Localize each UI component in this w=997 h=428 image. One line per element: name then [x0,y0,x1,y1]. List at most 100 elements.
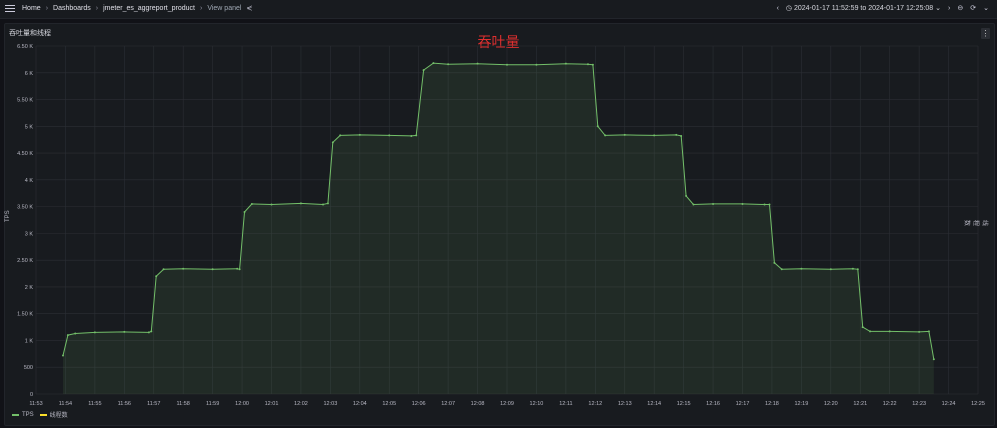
tps-data-point [147,331,150,334]
x-tick-label: 11:57 [147,401,160,407]
tps-data-point [851,267,854,270]
y-tick-label: 4.50 K [17,151,33,157]
breadcrumb-separator-icon: › [45,4,49,12]
tps-data-point [388,134,391,137]
legend-item-threads[interactable]: 线程数 [39,410,68,419]
x-tick-label: 11:56 [118,401,131,407]
share-icon[interactable]: ⋞ [246,5,253,12]
y-tick-label: 2 K [25,285,34,291]
x-tick-label: 11:55 [88,401,101,407]
x-tick-label: 11:58 [177,401,190,407]
x-tick-label: 12:06 [412,401,426,407]
tps-data-point [432,62,435,65]
x-tick-label: 12:22 [883,401,897,407]
y-axis-label-right: 线程数 [963,220,987,227]
chart-grid [35,45,979,395]
tps-data-point [856,268,859,271]
x-tick-label: 12:09 [500,401,514,407]
x-tick-label: 12:03 [323,401,337,407]
tps-series-line [62,62,935,360]
x-tick-label: 12:19 [794,401,808,407]
y-tick-label: 3 K [25,231,34,237]
tps-data-point [596,125,599,128]
time-picker-button[interactable]: ◷ 2024-01-17 11:52:59 to 2024-01-17 12:2… [786,4,941,12]
legend-swatch [12,413,19,416]
chevron-down-icon: ⌄ [935,5,942,12]
panel: 吞吐量和线程 ⋮ [4,23,995,426]
x-tick-label: 12:05 [382,401,396,407]
x-tick-label: 12:18 [765,401,779,407]
tps-data-point [800,267,803,270]
menu-icon[interactable] [5,5,15,13]
zoom-out-icon[interactable]: ⊖ [957,5,964,12]
x-tick-label: 12:25 [971,401,985,407]
panel-menu-icon[interactable]: ⋮ [981,28,990,39]
x-tick-label: 12:07 [441,401,455,407]
y-tick-label: 2.50 K [17,258,33,264]
y-tick-label: 5.50 K [17,98,33,104]
tps-data-point [653,134,656,137]
tps-data-point [586,63,589,66]
y-tick-label: 0 [30,392,33,398]
tps-data-point [150,330,153,333]
breadcrumb-separator-icon: › [199,4,203,12]
tps-data-point [888,330,891,333]
top-navbar: Home › Dashboards › jmeter_es_aggreport_… [0,0,997,19]
tps-data-point [182,267,185,270]
tps-data-point [339,134,342,137]
tps-data-point [74,332,77,335]
x-tick-label: 12:20 [824,401,838,407]
tps-data-point [66,334,69,337]
tps-data-point [162,268,165,271]
tps-data-point [410,134,413,137]
time-range-label: 2024-01-17 11:52:59 to 2024-01-17 12:25:… [793,5,934,12]
tps-data-point [299,202,302,205]
y-tick-label: 6 K [25,71,34,77]
tps-data-point [932,358,935,361]
refresh-interval-chevron-icon[interactable]: ⌄ [983,5,989,12]
time-controls: ‹ ◷ 2024-01-17 11:52:59 to 2024-01-17 12… [776,4,989,13]
time-forward-icon[interactable]: › [948,4,951,12]
y-tick-label: 3.50 K [17,205,33,211]
tps-data-point [768,203,771,206]
breadcrumb-separator-icon: › [95,4,99,12]
tps-data-point [476,62,479,65]
tps-data-point [869,330,872,333]
tps-data-point [712,202,715,205]
tps-data-point [211,268,214,271]
breadcrumb-home[interactable]: Home [22,4,41,12]
time-back-icon[interactable]: ‹ [776,4,779,12]
legend-item-tps[interactable]: TPS [12,412,34,418]
tps-data-point [780,268,783,271]
y-tick-label: 1.50 K [17,312,33,318]
x-tick-label: 11:54 [59,401,72,407]
legend-label: 线程数 [49,413,68,419]
tps-data-point [680,134,683,137]
breadcrumb-dashboard[interactable]: jmeter_es_aggreport_product [103,4,195,12]
x-tick-label: 12:08 [471,401,485,407]
x-axis-ticks: 11:53 11:54 11:55 11:56 11:57 11:58 11:59 12:00… [29,401,985,407]
legend-label: TPS [22,411,34,418]
tps-data-point [243,210,246,213]
tps-data-point [447,63,450,66]
x-tick-label: 12:00 [235,401,249,407]
tps-data-point [506,63,508,66]
tps-data-point [535,63,538,66]
x-tick-label: 12:17 [736,401,750,407]
tps-data-point [331,141,334,144]
breadcrumb-dashboards[interactable]: Dashboards [53,4,91,12]
x-tick-label: 12:21 [853,401,867,407]
y-tick-label: 500 [24,365,33,371]
x-tick-label: 12:04 [353,401,367,407]
y-tick-label: 1 K [25,338,34,344]
x-tick-label: 12:24 [942,401,956,407]
tps-data-point [604,134,607,137]
y-axis-label-left: TPS [5,210,11,222]
clock-icon: ◷ [785,5,793,12]
legend-swatch [39,413,47,416]
panel-title: 吞吐量和线程 [9,30,51,37]
tps-data-point [322,203,325,206]
tps-data-point [415,134,418,137]
refresh-icon[interactable]: ⟳ [970,5,977,12]
